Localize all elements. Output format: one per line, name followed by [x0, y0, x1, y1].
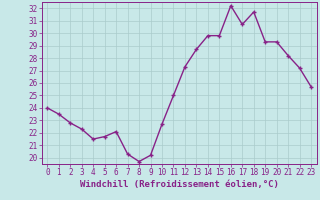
X-axis label: Windchill (Refroidissement éolien,°C): Windchill (Refroidissement éolien,°C)	[80, 180, 279, 189]
